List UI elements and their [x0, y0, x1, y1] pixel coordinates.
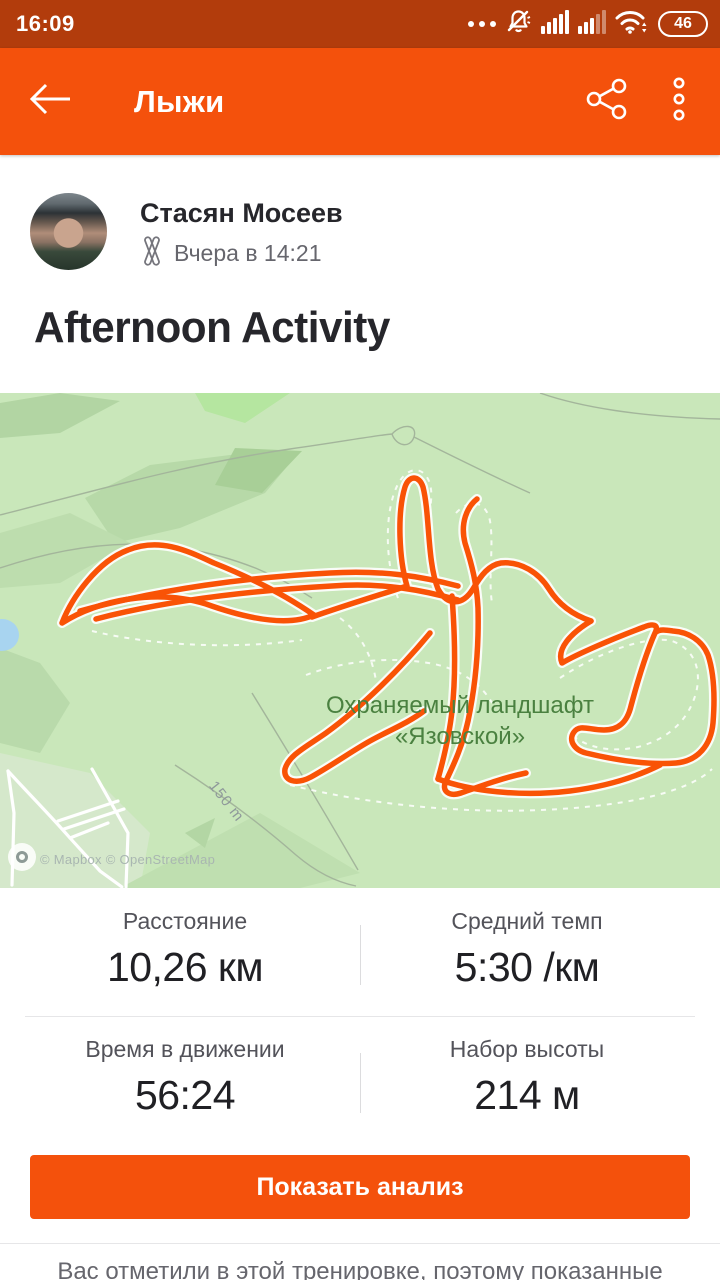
- muted-bell-icon: [505, 8, 532, 40]
- page-title: Лыжи: [134, 83, 225, 119]
- status-bar: 16:09: [0, 0, 720, 48]
- battery-icon: 46: [658, 11, 708, 37]
- stat-moving-time: Время в движении 56:24: [5, 1036, 365, 1119]
- battery-percent: 46: [674, 15, 692, 32]
- share-button[interactable]: [584, 76, 630, 127]
- back-arrow-icon: [28, 81, 72, 122]
- footer-divider: [0, 1243, 720, 1244]
- stat-label: Набор высоты: [449, 1036, 605, 1062]
- lake: [0, 619, 19, 651]
- back-button[interactable]: [28, 81, 72, 122]
- clock: 16:09: [16, 11, 75, 36]
- avatar[interactable]: [30, 193, 107, 270]
- wifi-icon: [615, 9, 649, 40]
- route-map[interactable]: Охраняемый ландшафт «Язовской» 150 m © M…: [0, 393, 720, 888]
- map-canvas: [0, 393, 720, 888]
- protected-area-label: Охраняемый ландшафт «Язовской»: [326, 692, 594, 750]
- stat-label: Расстояние: [122, 908, 248, 934]
- activity-date: Вчера в 14:21: [174, 240, 322, 266]
- stat-distance: Расстояние 10,26 км: [5, 908, 365, 991]
- app-bar: Лыжи: [0, 48, 720, 155]
- activity-meta: Вчера в 14:21: [138, 236, 322, 271]
- map-attribution[interactable]: © Mapbox © OpenStreetMap: [40, 852, 216, 867]
- forest-areas: [0, 393, 360, 888]
- crossed-skis-icon: [138, 236, 166, 271]
- mapbox-logo[interactable]: [8, 843, 36, 871]
- author-name[interactable]: Стасян Мосеев: [140, 198, 343, 228]
- notification-dots-icon: [468, 21, 496, 27]
- stat-label: Время в движении: [85, 1036, 285, 1062]
- signal-bars-icon: [541, 9, 569, 39]
- overflow-menu-button[interactable]: [672, 76, 686, 127]
- signal-bars-2-icon: [578, 9, 606, 39]
- stat-elevation-gain: Набор высоты 214 м: [347, 1036, 707, 1119]
- stat-value: 10,26 км: [106, 944, 264, 990]
- activity-title: Afternoon Activity: [34, 303, 390, 352]
- stat-value: 5:30 /км: [454, 944, 600, 990]
- stats-divider: [25, 1016, 695, 1017]
- stat-value: 214 м: [474, 1072, 580, 1118]
- stats-vertical-divider: [360, 1053, 361, 1113]
- show-analysis-button[interactable]: Показать анализ: [30, 1155, 690, 1219]
- stats-vertical-divider: [360, 925, 361, 985]
- stat-value: 56:24: [134, 1072, 236, 1118]
- stat-avg-pace: Средний темп 5:30 /км: [347, 908, 707, 991]
- stat-label: Средний темп: [451, 908, 603, 934]
- tagged-notice: Вас отметили в этой тренировке, поэтому …: [57, 1258, 663, 1280]
